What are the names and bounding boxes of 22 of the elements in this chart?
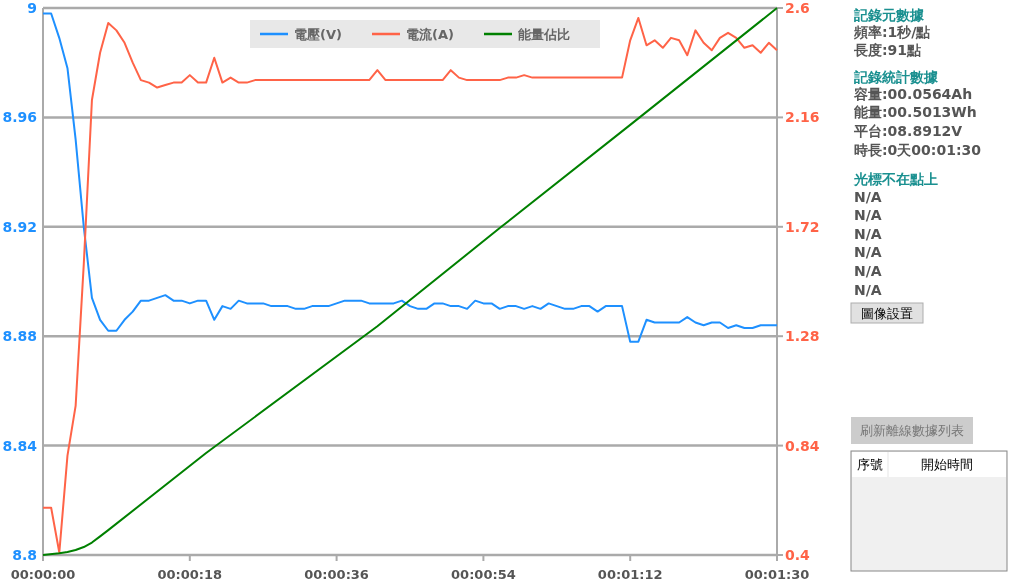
y-tick-label: 8.92 xyxy=(2,218,37,235)
y2-tick-label: 0.84 xyxy=(785,437,820,454)
y2-tick-label: 1.72 xyxy=(785,218,820,235)
x-tick-label: 00:01:12 xyxy=(597,567,663,582)
y2-tick-label: 2.16 xyxy=(785,109,820,126)
legend-label: 能量佔比 xyxy=(518,27,570,42)
y2-tick-label: 1.28 xyxy=(785,328,820,345)
y-tick-label: 8.8 xyxy=(12,547,37,563)
y2-tick-label: 2.6 xyxy=(785,0,810,16)
y-tick-label: 8.84 xyxy=(2,437,38,454)
x-tick-label: 00:00:36 xyxy=(304,567,369,582)
x-tick-label: 00:00:54 xyxy=(451,567,516,582)
y-tick-label: 8.96 xyxy=(2,109,37,126)
x-tick-label: 00:00:00 xyxy=(10,567,76,582)
y-tick-label: 9 xyxy=(27,0,37,16)
x-tick-label: 00:01:30 xyxy=(744,567,810,582)
y-tick-label: 8.88 xyxy=(2,328,37,345)
legend-label: 電流(A) xyxy=(406,27,454,42)
legend-label: 電壓(V) xyxy=(294,27,342,42)
x-tick-label: 00:00:18 xyxy=(157,567,223,582)
side-panel: 記錄元數據 頻率:1秒/點 長度:91點 記錄統計數據 容量:00.0564Ah 能量:00.5013Wh 平台:08.8912V 時長:0天00:01:30 光標不在點上 N/A N/A N/A N/A N/A N/A 圖像設置 刷新離線數據列表 序號 開始時間 xyxy=(850,7,1008,572)
y2-tick-label: 0.4 xyxy=(785,547,811,563)
